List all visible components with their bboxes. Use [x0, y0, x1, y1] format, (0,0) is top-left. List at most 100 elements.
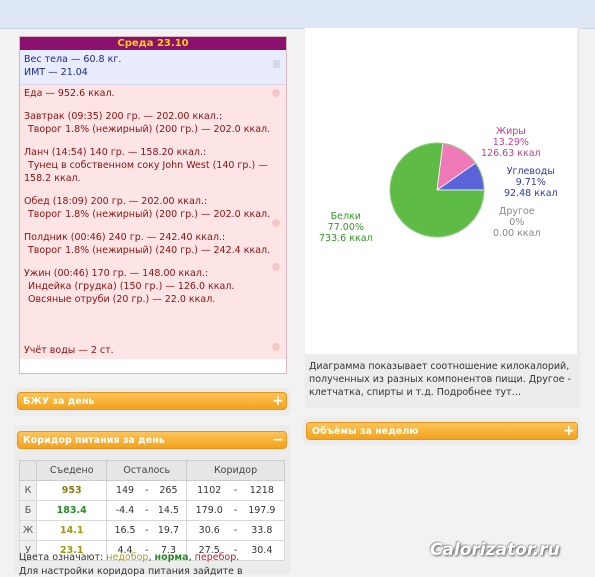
dash: - — [142, 480, 151, 501]
col-eaten: Съедено — [35, 460, 108, 481]
water-tracker: Учёт воды — 2 ст. — [24, 345, 114, 356]
meal-title: Ланч (14:54) 140 гр. — 158.20 ккал.: — [24, 147, 207, 158]
meal-title: Ужин (00:46) 170 гр. — 148.00 ккал.: — [24, 268, 209, 279]
corridor-max: 1218 — [239, 480, 285, 501]
meal-item: Овсяные отруби (20 гр.) — 22.0 ккал. — [28, 294, 216, 305]
eaten-value: 953 — [35, 480, 108, 501]
corridor-header-row: Съедено Осталось Коридор — [19, 460, 285, 481]
dash: - — [231, 480, 240, 501]
label-proteins: Белки 77.00% 733.6 ккал — [319, 211, 373, 244]
meal-title: Полдник (00:46) 240 гр. — 242.40 ккал.: — [24, 232, 226, 243]
dash: - — [142, 540, 151, 561]
label-other-value: 0.00 ккал — [493, 228, 541, 239]
left-min: 16.5 — [106, 520, 143, 541]
corridor-min: 1102 — [186, 480, 232, 501]
chart-panel: Жиры 13.29% 126.63 ккал Углеводы 9.71% 9… — [305, 28, 580, 408]
legend-prefix: Цвета означают: — [19, 552, 104, 563]
corner-cell — [19, 460, 37, 481]
corridor-toggle-bar[interactable]: Коридор питания за день − — [17, 431, 287, 449]
volumes-toggle-bar[interactable]: Объёмы за неделю + — [306, 422, 578, 440]
meal-title: Завтрак (09:35) 200 гр. — 202.00 ккал.: — [24, 111, 223, 122]
diary-panel: Среда 23.10 Вес тела — 60.8 кг. ИМТ — 21… — [19, 36, 287, 374]
collapse-minus-icon[interactable]: − — [272, 432, 284, 448]
left-min: 4.4 — [106, 540, 143, 561]
label-fats-name: Жиры — [495, 126, 526, 137]
table-row: К 953 149 - 265 1102 - 1218 — [19, 480, 285, 501]
label-proteins-percent: 77.00% — [327, 222, 364, 233]
label-fats-percent: 13.29% — [492, 137, 529, 148]
meal-item: Индейка (грудка) (150 гр.) — 126.0 ккал. — [28, 281, 235, 292]
row-label: К — [19, 480, 37, 501]
legend-end: . — [236, 552, 240, 563]
chart-area: Жиры 13.29% 126.63 ккал Углеводы 9.71% 9… — [305, 28, 577, 354]
corridor-min: 179.0 — [186, 500, 232, 521]
label-other: Другое 0% 0.00 ккал — [493, 206, 541, 239]
delete-icon[interactable] — [272, 89, 280, 97]
delete-icon[interactable] — [272, 263, 280, 271]
food-total: Еда — 952.6 ккал. — [24, 88, 115, 99]
chart-caption: Диаграмма показывает соотношение килокал… — [309, 361, 571, 398]
calorizator-logo: Calorizator.ru — [430, 540, 560, 560]
delete-icon[interactable] — [272, 219, 280, 227]
label-carbs: Углеводы 9.71% 92.48 ккал — [504, 166, 558, 199]
meal-title: Обед (18:09) 200 гр. — 202.00 ккал.: — [24, 196, 208, 207]
corridor-label: Коридор питания за день — [23, 435, 165, 446]
eaten-value: 183.4 — [35, 500, 108, 521]
legend-low: недобор — [106, 552, 149, 563]
corridor-max: 197.9 — [239, 500, 285, 521]
left-max: 265 — [150, 480, 188, 501]
top-bar — [0, 0, 595, 29]
col-left: Осталось — [106, 460, 188, 481]
corridor-min: 30.6 — [186, 520, 232, 541]
corridor-max: 33.8 — [239, 520, 285, 541]
eaten-value: 23.1 — [35, 540, 108, 561]
left-max: 14.5 — [150, 500, 188, 521]
dash: - — [231, 500, 240, 521]
expand-plus-icon[interactable]: + — [563, 423, 575, 439]
meal-item-cont: 158.2 ккал. — [24, 173, 81, 184]
legend-high: перебор — [194, 552, 237, 563]
row-label: У — [19, 540, 37, 561]
diary-date-header: Среда 23.10 — [20, 37, 286, 50]
label-carbs-value: 92.48 ккал — [504, 188, 558, 199]
bju-toggle-bar[interactable]: БЖУ за день + — [17, 392, 287, 410]
label-carbs-name: Углеводы — [506, 166, 555, 177]
label-fats: Жиры 13.29% 126.63 ккал — [481, 126, 541, 159]
corridor-min: 27.5 — [186, 540, 232, 561]
trash-icon[interactable] — [273, 60, 280, 68]
corridor-max: 30.4 — [239, 540, 285, 561]
delete-icon[interactable] — [272, 343, 280, 351]
expand-plus-icon[interactable]: + — [272, 393, 284, 409]
pie-chart — [389, 142, 485, 238]
label-proteins-value: 733.6 ккал — [319, 233, 373, 244]
meal-item: Творог 1.8% (нежирный) (240 гр.) — 242.4… — [28, 245, 271, 256]
left-min: 149 — [106, 480, 143, 501]
bmi-value: ИМТ — 21.04 — [24, 67, 88, 78]
label-other-name: Другое — [498, 206, 535, 217]
label-fats-value: 126.63 ккал — [481, 148, 541, 159]
meal-item: Творог 1.8% (нежирный) (200 гр.) — 202.0… — [28, 209, 271, 220]
row-label: Б — [19, 500, 37, 521]
dash: - — [142, 520, 151, 541]
dash: - — [231, 540, 240, 561]
label-proteins-name: Белки — [330, 211, 361, 222]
pie-rim — [389, 142, 485, 238]
weight-value: Вес тела — 60.8 кг. — [24, 54, 122, 65]
col-corridor: Коридор — [186, 460, 285, 481]
table-row: Ж 14.1 16.5 - 19.7 30.6 - 33.8 — [19, 520, 285, 541]
dash: - — [231, 520, 240, 541]
table-row: У 23.1 4.4 - 7.3 27.5 - 30.4 — [19, 540, 285, 561]
corridor-settings-hint: Для настройки коридора питания зайдите в — [19, 566, 243, 577]
corridor-table: Съедено Осталось Коридор К 953 149 - 265… — [19, 460, 285, 561]
legend-norm: норма — [154, 552, 189, 563]
bju-label: БЖУ за день — [23, 396, 95, 407]
weight-box: Вес тела — 60.8 кг. ИМТ — 21.04 — [20, 50, 286, 85]
label-other-percent: 0% — [509, 217, 525, 228]
legend-sep: , — [148, 552, 152, 563]
table-row: Б 183.4 -4.4 - 14.5 179.0 - 197.9 — [19, 500, 285, 521]
meals-box: Еда — 952.6 ккал. Завтрак (09:35) 200 гр… — [20, 85, 286, 359]
left-min: -4.4 — [106, 500, 143, 521]
meal-item: Творог 1.8% (нежирный) (200 гр.) — 202.0… — [28, 124, 271, 135]
label-carbs-percent: 9.71% — [515, 177, 546, 188]
eaten-value: 14.1 — [35, 520, 108, 541]
